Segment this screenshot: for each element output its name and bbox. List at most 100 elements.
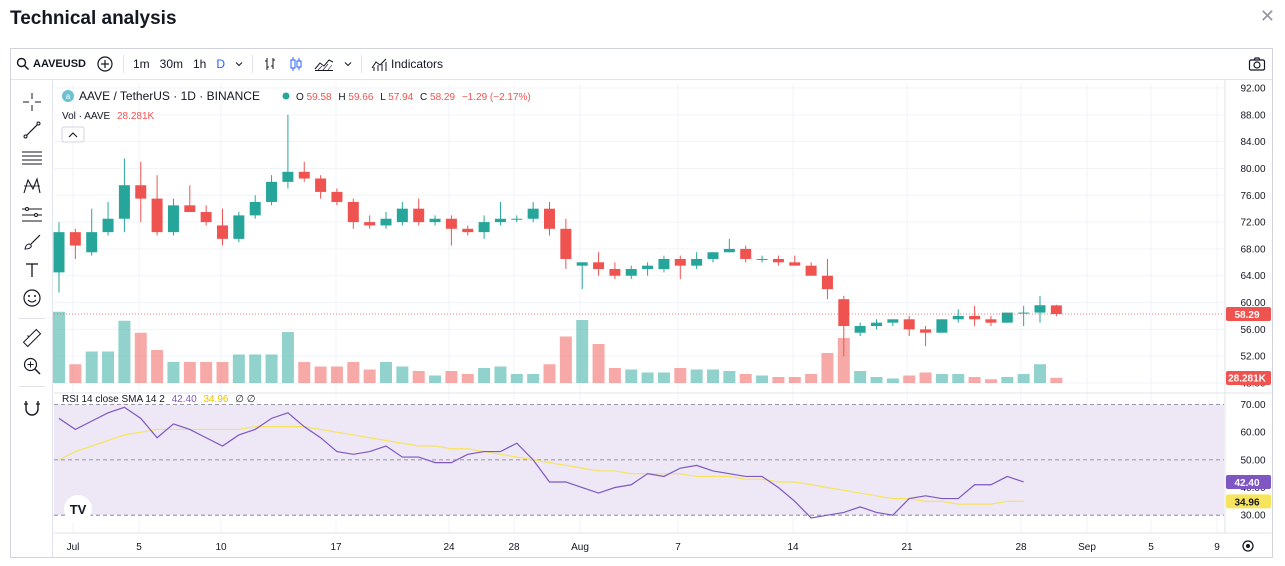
volume-bar (723, 371, 736, 383)
area-chart-type-button[interactable] (309, 49, 339, 79)
text-icon (26, 263, 38, 277)
volume-bar (232, 354, 245, 383)
interval-1h[interactable]: 1h (193, 57, 207, 71)
price-tick-label: 92.00 (1240, 84, 1265, 95)
close-icon[interactable]: ✕ (1259, 6, 1275, 26)
candle-body (364, 222, 376, 226)
candle-body (380, 218, 392, 226)
indicators-icon (371, 58, 387, 71)
candle-body (151, 198, 163, 233)
volume-bar (690, 369, 703, 383)
candle-body (674, 258, 686, 266)
chart-toolbar: AAVEUSD 1m 30m 1h D Indicators (11, 49, 1272, 80)
symbol-search-button[interactable]: AAVEUSD (11, 49, 91, 79)
candle-body (658, 258, 670, 270)
time-tick-label: 28 (1015, 542, 1027, 553)
magnet-icon (24, 401, 40, 416)
candle-body (560, 228, 572, 259)
magnet-tool[interactable] (20, 396, 44, 420)
candle-body (642, 265, 654, 270)
interval-dropdown[interactable] (230, 49, 248, 79)
volume-bar (445, 371, 458, 383)
bars-icon (265, 58, 276, 70)
volume-bar (935, 374, 948, 383)
candle-body (903, 319, 915, 330)
volume-bar (1001, 377, 1014, 383)
chevron-down-icon (344, 62, 352, 67)
candle-body (593, 262, 605, 270)
candle-body (396, 208, 408, 223)
candle-body (985, 319, 997, 323)
plus-circle-icon (97, 56, 113, 72)
area-icon (314, 59, 334, 71)
time-tick-label: 9 (1214, 542, 1220, 553)
svg-text:TV: TV (70, 502, 87, 517)
candle-body (576, 262, 588, 266)
brush-icon (24, 234, 41, 250)
measure-tool[interactable] (20, 326, 44, 350)
candle-body (854, 326, 866, 333)
candle-body (772, 258, 784, 263)
symbol-logo: a (62, 90, 74, 102)
volume-bar (837, 338, 850, 383)
volume-bar (494, 366, 507, 383)
legend-o-value: 59.58 (307, 92, 332, 103)
rsi-legend-extra: ∅ ∅ (235, 394, 255, 405)
trend-line-icon (23, 121, 41, 139)
rsi-legend-label: RSI 14 close SMA 14 2 (62, 394, 165, 405)
legend-symbol-desc: AAVE / TetherUS · 1D · BINANCE (79, 89, 260, 103)
prediction-tool[interactable] (20, 202, 44, 226)
candle-body (1001, 312, 1013, 323)
volume-bar (183, 362, 196, 383)
bar-chart-type-button[interactable] (257, 49, 283, 79)
crosshair-tool[interactable] (20, 90, 44, 114)
volume-bar (429, 375, 442, 383)
gear-icon (1242, 540, 1254, 552)
candle-body (102, 218, 114, 233)
text-tool[interactable] (20, 258, 44, 282)
pattern-tool[interactable] (20, 174, 44, 198)
volume-bar (984, 379, 997, 383)
candle-body (331, 191, 343, 202)
emoji-tool[interactable] (20, 286, 44, 310)
fib-tool[interactable] (20, 146, 44, 170)
candle-body (707, 252, 719, 259)
zoom-tool[interactable] (20, 354, 44, 378)
rsi-tick-label: 30.00 (1240, 511, 1265, 522)
candle-body (723, 248, 735, 253)
indicators-button[interactable]: Indicators (366, 49, 448, 79)
compare-button[interactable] (91, 49, 119, 79)
ruler-icon (22, 328, 42, 348)
interval-1m[interactable]: 1m (132, 57, 150, 71)
horizontal-lines-icon (22, 151, 42, 165)
interval-30m[interactable]: 30m (159, 57, 183, 71)
volume-bar (265, 354, 278, 383)
brush-tool[interactable] (20, 230, 44, 254)
pattern-icon (23, 177, 41, 194)
price-tick-label: 72.00 (1240, 218, 1265, 229)
collapse-legend-button[interactable] (61, 126, 85, 143)
rsi-legend-value: 42.40 (172, 394, 197, 405)
candles-chart-type-button[interactable] (283, 49, 309, 79)
interval-d[interactable]: D (216, 57, 226, 71)
time-tick-label: Jul (67, 542, 80, 553)
price-tick-label: 64.00 (1240, 271, 1265, 282)
volume-bar (641, 372, 654, 383)
svg-text:AAVE / TetherUS · 1D · BINANCE: AAVE / TetherUS · 1D · BINANCE (79, 89, 260, 103)
chart-type-dropdown[interactable] (339, 49, 357, 79)
settings-button[interactable] (1242, 540, 1254, 552)
tradingview-logo[interactable]: TV (64, 495, 92, 523)
volume-bar (249, 354, 262, 383)
chart-widget: AAVEUSD 1m 30m 1h D Indicators (10, 48, 1273, 558)
snapshot-button[interactable] (1243, 49, 1272, 79)
candle-body (871, 322, 882, 327)
legend-c-value: 58.29 (430, 92, 455, 103)
time-tick-label: 14 (787, 542, 799, 553)
time-tick-label: Sep (1078, 542, 1096, 553)
volume-bar (903, 375, 916, 383)
trend-line-tool[interactable] (20, 118, 44, 142)
candle-body (69, 232, 81, 246)
candle-body (544, 208, 555, 229)
rsi-value-badge (1226, 474, 1271, 489)
